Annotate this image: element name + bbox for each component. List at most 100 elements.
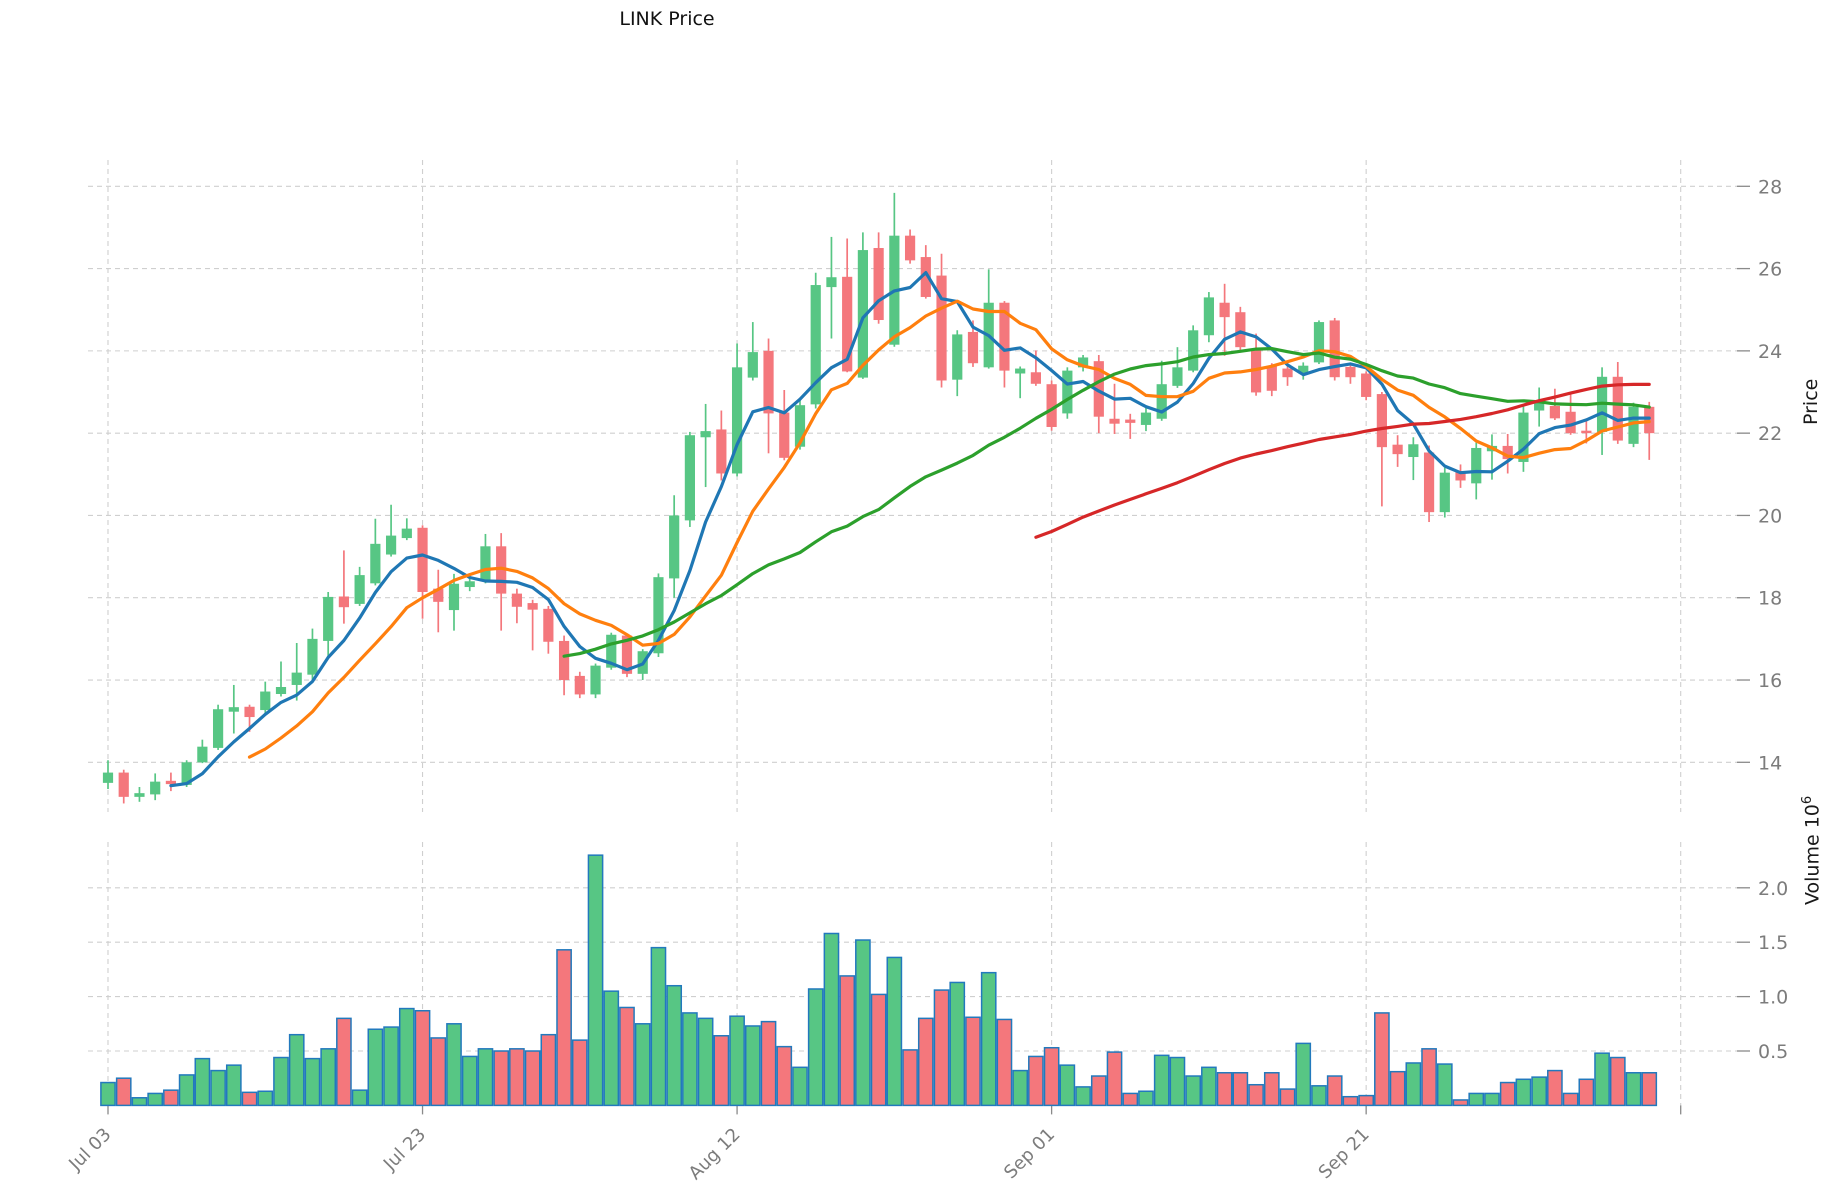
volume-bar	[493, 1050, 510, 1107]
candle-body	[401, 528, 412, 539]
volume-bar	[1358, 1094, 1375, 1107]
volume-bar	[839, 975, 856, 1107]
candle-body	[1612, 376, 1623, 441]
candle-body	[338, 596, 350, 608]
candle-body	[118, 772, 129, 797]
volume-bar	[1389, 1070, 1406, 1107]
volume-bar	[1043, 1046, 1060, 1107]
candle-body	[1361, 373, 1372, 397]
candle-body	[102, 772, 114, 783]
volume-bar	[587, 854, 604, 1107]
candle-body	[1502, 445, 1513, 460]
candle-body	[417, 527, 428, 592]
candle-body	[1392, 444, 1403, 455]
volume-bar	[1106, 1051, 1123, 1107]
candle-body	[212, 709, 224, 748]
volume-bar	[1059, 1064, 1076, 1107]
volume-bar	[807, 988, 824, 1107]
candle-body	[967, 331, 979, 364]
volume-bar	[650, 946, 667, 1107]
candle-body	[1549, 406, 1560, 419]
volume-bar	[100, 1081, 116, 1107]
candle-body	[1203, 297, 1214, 336]
volume-bar	[760, 1020, 777, 1107]
volume-bar	[1216, 1072, 1233, 1107]
volume-axis-label-text: Volume 10	[1801, 804, 1824, 905]
volume-bar	[1452, 1099, 1469, 1107]
volume-bar	[1342, 1095, 1359, 1107]
volume-bar	[147, 1092, 164, 1107]
chart-title: LINK Price	[619, 8, 715, 30]
volume-bar	[477, 1048, 494, 1107]
volume-bar	[398, 1007, 415, 1107]
candle-body	[1298, 365, 1309, 374]
volume-bar	[1263, 1072, 1280, 1107]
tick-label: 20	[1758, 505, 1782, 527]
candle-body	[590, 665, 601, 695]
volume-bar	[1185, 1075, 1202, 1107]
candle-body	[496, 546, 507, 594]
volume-bar	[917, 1017, 934, 1107]
volume-bar	[1594, 1052, 1610, 1107]
candle-body	[1471, 447, 1482, 484]
volume-bar	[556, 949, 572, 1107]
volume-bar	[320, 1048, 337, 1107]
candle-body	[275, 687, 287, 695]
volume-bar	[1153, 1054, 1170, 1107]
candle-body	[1455, 471, 1466, 481]
volume-bar	[965, 1016, 981, 1107]
candle-body	[1266, 365, 1277, 391]
candle-body	[1172, 367, 1183, 386]
candle-body	[1408, 444, 1419, 458]
tick-label: 1.5	[1758, 932, 1788, 954]
volume-bar	[666, 984, 683, 1107]
sma10-line	[247, 299, 1651, 759]
tick-label: 24	[1758, 341, 1782, 363]
candle-body	[1156, 384, 1167, 419]
tick-label: 28	[1758, 176, 1782, 198]
volume-bar	[1295, 1042, 1312, 1107]
candle-body	[165, 780, 177, 785]
volume-bar	[1547, 1069, 1563, 1107]
price-axis-label: Price	[1800, 378, 1822, 425]
volume-bar	[1279, 1088, 1296, 1107]
tick-label: 0.5	[1758, 1041, 1788, 1063]
volume-bar	[902, 1049, 918, 1107]
volume-bar	[430, 1037, 447, 1107]
volume-bar	[886, 956, 903, 1107]
volume-bar	[351, 1089, 368, 1107]
x-tick-label: Jul 03	[64, 1124, 115, 1175]
candle-body	[716, 429, 727, 474]
candle-body	[1219, 302, 1230, 318]
candle-body	[842, 276, 853, 372]
volume-bar	[933, 989, 950, 1107]
x-tick-label: Jul 23	[379, 1124, 430, 1175]
candle-body	[999, 302, 1010, 371]
sma60-line	[1034, 382, 1651, 539]
volume-bar	[1421, 1048, 1437, 1107]
volume-bar	[697, 1017, 714, 1107]
candle-body	[1439, 472, 1450, 513]
volume-bar	[713, 1035, 730, 1107]
volume-bar	[509, 1048, 525, 1107]
candle-body	[527, 603, 538, 610]
tick-label: 1.0	[1758, 987, 1788, 1009]
volume-bar	[241, 1091, 258, 1107]
volume-bar	[1499, 1081, 1516, 1107]
volume-bar	[980, 971, 997, 1107]
volume-bar	[1515, 1078, 1532, 1107]
volume-bar	[461, 1055, 478, 1107]
candle-body	[1313, 322, 1325, 363]
candle-body	[826, 277, 837, 288]
candle-body	[779, 412, 790, 458]
volume-bar	[257, 1090, 274, 1107]
volume-bar	[1484, 1092, 1500, 1107]
candle-body	[936, 275, 947, 381]
volume-bar	[1248, 1083, 1264, 1107]
volume-bar	[1562, 1092, 1579, 1107]
tick-label: 14	[1758, 752, 1782, 774]
volume-bar	[1531, 1076, 1548, 1107]
candle-body	[684, 435, 695, 521]
tick-label: 22	[1758, 423, 1782, 445]
